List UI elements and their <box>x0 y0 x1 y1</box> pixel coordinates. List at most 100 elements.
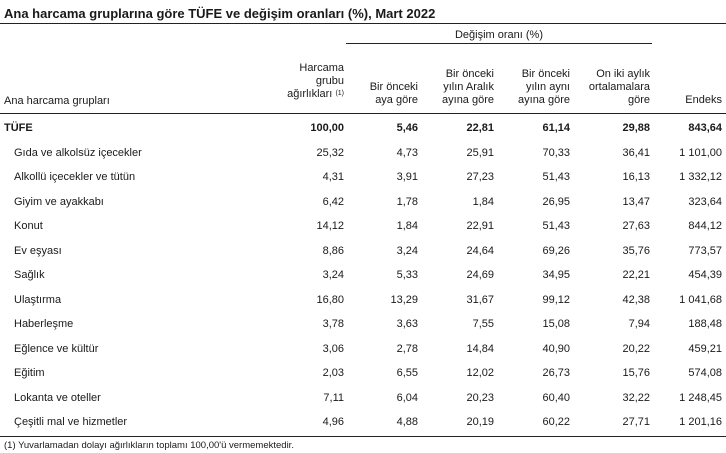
cell-index: 1 201,16 <box>679 416 722 428</box>
cell-december: 27,23 <box>466 171 494 183</box>
table-row: Gıda ve alkolsüz içecekler 25,32 4,73 25,91… <box>0 142 726 164</box>
cell-monthly: 5,33 <box>396 269 418 281</box>
cell-weight: 25,32 <box>316 146 344 159</box>
cell-index: 454,39 <box>688 269 722 281</box>
row-label: Alkollü içecekler ve tütün <box>14 171 136 183</box>
cell-same-month: 60,40 <box>542 391 570 404</box>
cell-same-month: 26,73 <box>542 367 570 379</box>
header-monthly: Bir önceki aya göre <box>369 81 418 106</box>
cell-weight: 7,11 <box>323 391 344 404</box>
cell-monthly: 13,29 <box>390 293 418 306</box>
row-label: Lokanta ve oteller <box>14 391 101 404</box>
cell-index: 1 332,12 <box>679 171 722 183</box>
cell-weight: 3,24 <box>322 269 344 281</box>
cell-index: 773,57 <box>688 244 722 257</box>
bottom-rule <box>0 436 726 437</box>
cell-avg12: 35,76 <box>622 244 650 257</box>
cell-avg12: 13,47 <box>622 195 650 208</box>
table-row: Sağlık 3,24 5,33 24,69 34,95 22,21 454,39 <box>0 264 726 286</box>
cell-monthly: 1,78 <box>396 195 418 208</box>
cell-index: 1 248,45 <box>679 391 722 404</box>
cell-avg12: 32,22 <box>622 391 650 404</box>
cell-december: 25,91 <box>466 146 494 159</box>
group-header-change-rate: Değişim oranı (%) <box>454 29 544 41</box>
cell-december: 24,64 <box>466 244 494 257</box>
cell-december: 22,91 <box>466 220 494 232</box>
cell-weight: 6,42 <box>322 195 344 208</box>
row-label: Ev eşyası <box>14 244 62 257</box>
row-label: Eğitim <box>14 367 45 379</box>
footnote: (1) Yuvarlamadan dolayı ağırlıkların top… <box>4 440 294 451</box>
cell-index: 843,64 <box>688 122 722 134</box>
cell-same-month: 34,95 <box>542 269 570 281</box>
cell-december: 24,69 <box>466 269 494 281</box>
cell-weight: 3,78 <box>322 318 344 330</box>
table-row: Lokanta ve oteller 7,11 6,04 20,23 60,40 32,2… <box>0 387 726 409</box>
cell-avg12: 7,94 <box>628 318 650 330</box>
cell-monthly: 1,84 <box>396 220 418 232</box>
cell-weight: 4,31 <box>322 171 344 183</box>
header-index: Endeks <box>685 94 722 106</box>
row-label: Sağlık <box>14 269 45 281</box>
cell-december: 7,55 <box>472 318 494 330</box>
header-expenditure-groups: Ana harcama grupları <box>4 95 110 107</box>
cell-avg12: 42,38 <box>622 293 650 306</box>
cell-weight: 3,06 <box>322 342 344 355</box>
table-row: Haberleşme 3,78 3,63 7,55 15,08 7,94 188,48 <box>0 313 726 335</box>
cell-monthly: 3,63 <box>396 318 418 330</box>
cell-weight: 2,03 <box>322 367 344 379</box>
table-row: Eğitim 2,03 6,55 12,02 26,73 15,76 574,08 <box>0 362 726 384</box>
cell-index: 1 101,00 <box>679 146 722 159</box>
cell-avg12: 27,63 <box>622 220 650 232</box>
cell-december: 20,23 <box>466 391 494 404</box>
table-row: Ulaştırma 16,80 13,29 31,67 99,12 42,38 1 041,… <box>0 289 726 311</box>
row-label: Çeşitli mal ve hizmetler <box>14 416 128 428</box>
table-row-total: TÜFE 100,00 5,46 22,81 61,14 29,88 843,64 <box>0 117 726 139</box>
cell-index: 1 041,68 <box>679 293 722 306</box>
header-12-month-average: On iki aylık ortalamalara göre <box>588 68 650 106</box>
cell-monthly: 6,55 <box>396 367 418 379</box>
cell-weight: 4,96 <box>322 416 344 428</box>
table-row: Alkollü içecekler ve tütün 4,31 3,91 27,23 5… <box>0 166 726 188</box>
cell-monthly: 5,46 <box>396 122 418 134</box>
table-row: Ev eşyası 8,86 3,24 24,64 69,26 35,76 773,57 <box>0 240 726 262</box>
cell-same-month: 40,90 <box>542 342 570 355</box>
cell-same-month: 26,95 <box>542 195 570 208</box>
cell-december: 12,02 <box>466 367 494 379</box>
cell-weight: 14,12 <box>316 220 344 232</box>
cell-same-month: 61,14 <box>542 122 570 134</box>
cell-avg12: 29,88 <box>622 122 650 134</box>
cell-december: 20,19 <box>466 416 494 428</box>
cell-december: 14,84 <box>466 342 494 355</box>
cell-december: 1,84 <box>472 195 494 208</box>
cell-avg12: 22,21 <box>622 269 650 281</box>
cell-same-month: 60,22 <box>542 416 570 428</box>
cell-same-month: 70,33 <box>542 146 570 159</box>
row-label: Haberleşme <box>14 318 74 330</box>
table-row: Konut 14,12 1,84 22,91 51,43 27,63 844,12 <box>0 215 726 237</box>
cell-monthly: 3,91 <box>396 171 418 183</box>
cell-december: 31,67 <box>466 293 494 306</box>
cell-monthly: 3,24 <box>396 244 418 257</box>
row-label: Konut <box>14 220 43 232</box>
cell-avg12: 16,13 <box>622 171 650 183</box>
cell-avg12: 20,22 <box>622 342 650 355</box>
cell-same-month: 15,08 <box>542 318 570 330</box>
cell-weight: 100,00 <box>310 122 344 134</box>
cell-index: 459,21 <box>688 342 722 355</box>
header-weight: Harcama grubu ağırlıkları (1) <box>287 62 344 100</box>
cell-monthly: 4,88 <box>396 416 418 428</box>
page-title: Ana harcama gruplarına göre TÜFE ve deği… <box>4 6 436 21</box>
cell-weight: 16,80 <box>316 293 344 306</box>
row-label: TÜFE <box>4 122 33 134</box>
cell-same-month: 69,26 <box>542 244 570 257</box>
footnote-marker: (1) <box>335 90 344 97</box>
row-label: Gıda ve alkolsüz içecekler <box>14 146 142 159</box>
cell-index: 188,48 <box>688 318 722 330</box>
cell-monthly: 4,73 <box>396 146 418 159</box>
row-label: Eğlence ve kültür <box>14 342 99 355</box>
cell-monthly: 6,04 <box>396 391 418 404</box>
group-header-rule <box>346 43 652 44</box>
cell-same-month: 51,43 <box>542 171 570 183</box>
cell-avg12: 15,76 <box>622 367 650 379</box>
